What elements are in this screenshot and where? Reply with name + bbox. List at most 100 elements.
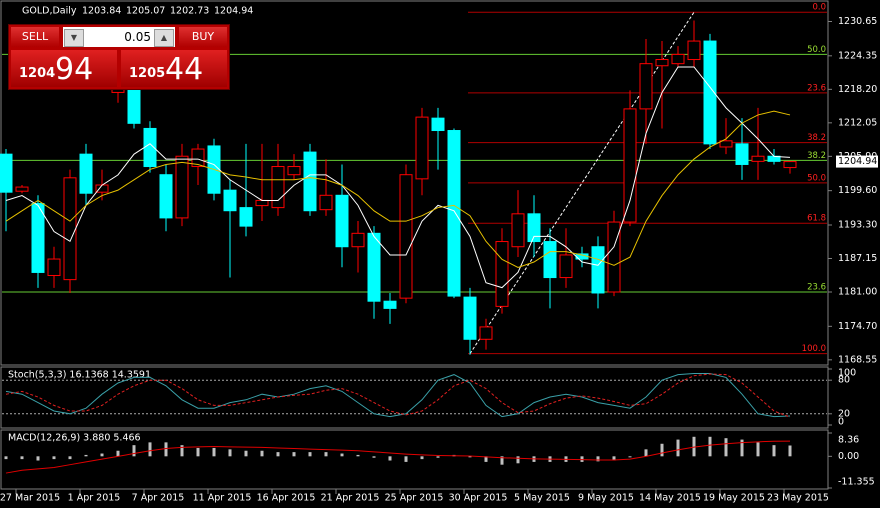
candle-body xyxy=(31,203,45,273)
candle-body xyxy=(703,40,717,145)
x-tick-label: 11 Apr 2015 xyxy=(193,493,252,504)
moving-average xyxy=(5,110,791,269)
stoch-signal xyxy=(5,373,791,418)
x-tick-label: 9 May 2015 xyxy=(578,493,634,504)
candle-body xyxy=(399,174,413,299)
moving-average xyxy=(5,66,791,289)
macd-bar xyxy=(516,456,520,464)
x-tick-label: 30 Apr 2015 xyxy=(449,493,508,504)
fibo-label: 100.0 xyxy=(802,344,826,354)
ohlc-value: 1204.94 xyxy=(214,6,253,17)
y-tick-label: 0 xyxy=(838,417,844,428)
candle-body xyxy=(623,108,637,223)
candle-body xyxy=(175,155,189,219)
bid-price[interactable]: 1204 94 xyxy=(11,50,117,87)
macd-bar xyxy=(68,456,72,460)
macd-bar xyxy=(52,456,56,460)
last-price-label: 1204.94 xyxy=(838,156,877,167)
fibo-label: 50.0 xyxy=(807,173,826,183)
candle-body xyxy=(191,148,205,168)
macd-bar xyxy=(20,456,24,460)
y-tick-label: 1224.35 xyxy=(838,50,877,61)
stoch-main xyxy=(5,372,791,418)
macd-bar xyxy=(308,452,312,457)
macd-bar xyxy=(356,454,360,457)
macd-bar xyxy=(372,456,376,458)
candle-body xyxy=(607,221,621,293)
macd-bar xyxy=(484,456,488,462)
macd-bar xyxy=(692,436,696,457)
macd-bar xyxy=(724,438,728,457)
y-tick-label: 1181.00 xyxy=(838,286,877,297)
candle-body xyxy=(735,143,749,165)
ask-price[interactable]: 1205 44 xyxy=(121,50,227,87)
macd-bar xyxy=(420,456,424,460)
fibo-label: 0.0 xyxy=(812,3,826,13)
macd-bar xyxy=(116,450,120,457)
ohlc-value: 1202.73 xyxy=(170,6,209,17)
candle-body xyxy=(719,140,733,148)
y-tick-label: 8.36 xyxy=(838,435,859,446)
x-tick-label: 27 Mar 2015 xyxy=(0,493,60,504)
candle-body xyxy=(527,213,541,243)
y-tick-label: 1193.30 xyxy=(838,219,877,230)
macd-title: MACD(12,26,9) 3.880 5.466 xyxy=(8,433,141,444)
candle-body xyxy=(223,189,237,212)
ohlc-value: 1203.84 xyxy=(82,6,121,17)
y-tick-label: 20 xyxy=(838,408,850,419)
macd-bar xyxy=(628,456,632,458)
sell-button[interactable]: SELL xyxy=(11,27,59,47)
candle-body xyxy=(159,174,173,219)
last-price-box xyxy=(836,155,878,168)
ask-tail: 44 xyxy=(165,52,204,87)
macd-bar xyxy=(340,453,344,457)
bid-tail: 94 xyxy=(55,52,94,87)
trade-panel: SELL ▼ 0.05 ▲ BUY 1204 94 1205 44 xyxy=(8,24,230,90)
x-tick-label: 25 Apr 2015 xyxy=(385,493,444,504)
candle-body xyxy=(335,194,349,248)
candle-body xyxy=(511,213,525,248)
y-tick-label: -11.355 xyxy=(838,477,875,488)
lot-box[interactable]: ▼ 0.05 ▲ xyxy=(63,27,175,47)
lot-down[interactable]: ▼ xyxy=(64,29,84,47)
macd-bar xyxy=(660,443,664,457)
candle-body xyxy=(15,186,29,192)
candle-body xyxy=(79,153,93,194)
stoch-panel xyxy=(0,366,829,429)
x-tick-label: 21 Apr 2015 xyxy=(321,493,380,504)
y-tick-label: 1212.05 xyxy=(838,117,877,128)
macd-bar xyxy=(100,453,104,457)
macd-bar xyxy=(580,456,584,462)
macd-bar xyxy=(260,450,264,457)
candle-body xyxy=(559,254,573,279)
macd-bar xyxy=(36,456,40,461)
candle-body xyxy=(63,177,77,281)
macd-bar xyxy=(148,442,152,457)
x-tick-label: 23 May 2015 xyxy=(767,493,829,504)
candle-body xyxy=(639,63,653,110)
buy-button[interactable]: BUY xyxy=(179,27,227,47)
macd-bar xyxy=(324,452,328,457)
lot-value[interactable]: 0.05 xyxy=(124,30,151,44)
lot-up[interactable]: ▲ xyxy=(154,29,174,47)
y-tick-label: 1230.65 xyxy=(838,16,877,27)
y-tick-label: 1187.15 xyxy=(838,253,877,264)
candle-body xyxy=(591,246,605,294)
candle-body xyxy=(319,194,333,211)
macd-bar xyxy=(596,456,600,462)
macd-bar xyxy=(756,442,760,457)
candle-body xyxy=(783,161,797,169)
macd-bar xyxy=(676,439,680,457)
candle-body xyxy=(463,296,477,340)
y-tick-label: 1168.55 xyxy=(838,354,877,365)
fibo-label: 23.6 xyxy=(807,83,826,93)
candle-body xyxy=(543,241,557,279)
x-tick-label: 19 May 2015 xyxy=(703,493,765,504)
candle-body xyxy=(351,232,365,248)
candle-body xyxy=(255,199,269,207)
ask-head: 1205 xyxy=(129,66,166,81)
macd-bar xyxy=(788,445,792,457)
stoch-title: Stoch(5,3,3) 16.1368 14.3591 xyxy=(8,370,151,381)
fibo-label: 38.2 xyxy=(807,133,826,143)
